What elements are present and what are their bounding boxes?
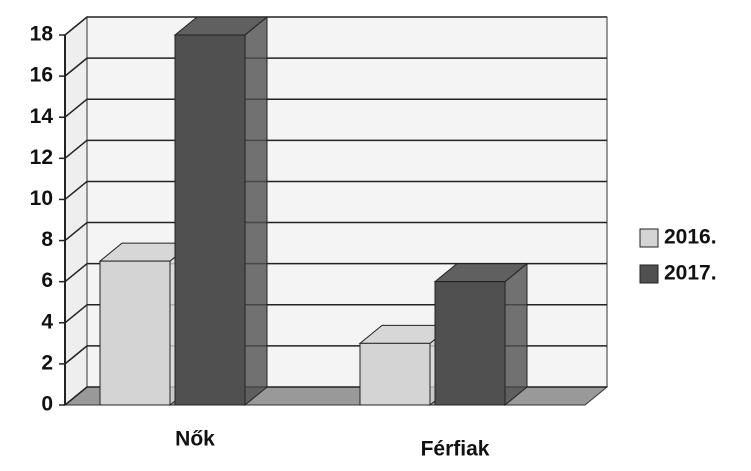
- bar: [174, 34, 246, 406]
- y-tick-label: 8: [41, 228, 53, 251]
- bar: [434, 281, 506, 406]
- bar: [359, 342, 431, 406]
- legend-swatch: [639, 228, 659, 248]
- grid-line: [64, 180, 88, 201]
- grid-line: [64, 345, 88, 365]
- y-tick-label: 0: [41, 393, 53, 416]
- y-tick-label: 12: [30, 146, 53, 169]
- x-tick-label: Férfiak: [421, 438, 490, 461]
- legend-swatch: [639, 264, 659, 284]
- legend-label: 2016.: [664, 226, 717, 249]
- x-tick-label: Nők: [175, 428, 215, 451]
- y-tick-label: 4: [41, 310, 53, 333]
- y-tick-label: 14: [30, 105, 54, 128]
- bar-side: [244, 15, 268, 407]
- y-tick-label: 6: [41, 269, 53, 292]
- grid-line: [64, 221, 88, 242]
- y-tick-label: 2: [41, 351, 53, 374]
- legend-label: 2017.: [664, 262, 717, 285]
- grid-line: [64, 139, 88, 159]
- bar-side: [504, 262, 528, 407]
- grid-line: [64, 386, 88, 406]
- grid-line: [64, 98, 88, 118]
- bar: [99, 260, 171, 406]
- y-tick-label: 10: [30, 187, 53, 210]
- y-tick-label: 18: [30, 23, 54, 46]
- side-wall: [64, 15, 88, 407]
- grid-line: [64, 304, 88, 324]
- grid-line: [64, 57, 88, 77]
- y-tick-label: 16: [30, 64, 53, 87]
- grid-line: [64, 263, 88, 283]
- grid-line: [64, 16, 88, 36]
